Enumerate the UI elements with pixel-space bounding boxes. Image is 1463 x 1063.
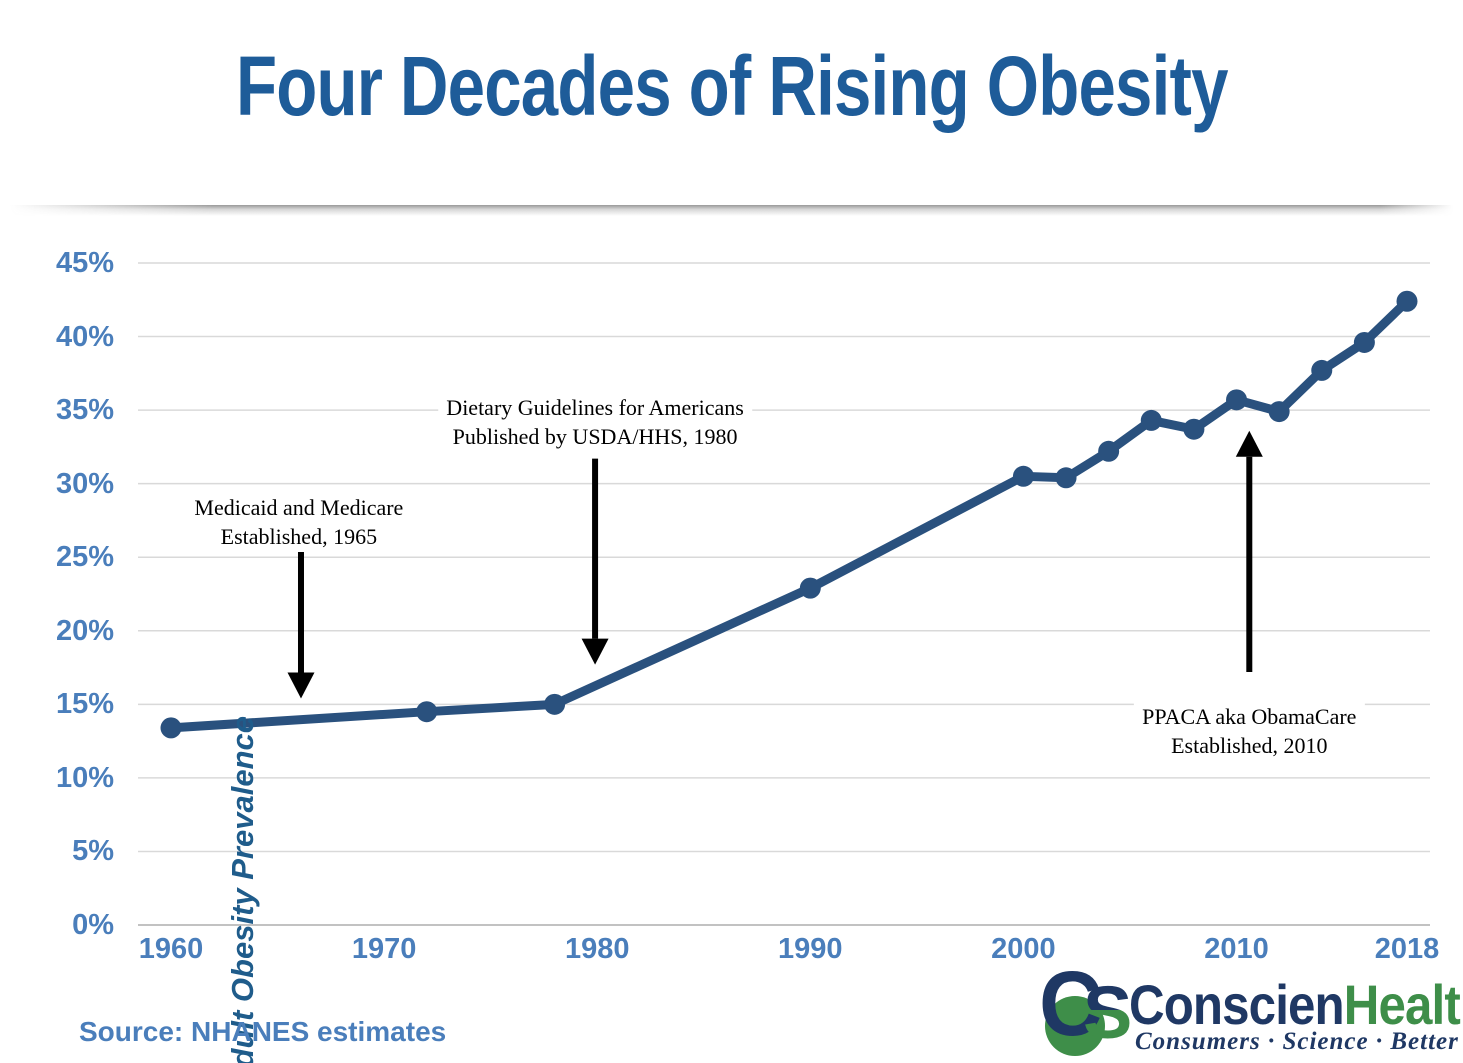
y-axis-title: U.S. Adult Obesity Prevalence [224,716,260,1063]
annotation-line: Medicaid and Medicare [194,494,404,520]
y-tick-label: 35% [55,394,114,427]
conscienhealth-wordmark: ConscienHealth™ [1129,972,1463,1037]
y-tick-label: 45% [55,247,114,279]
annotation-line: Dietary Guidelines for Americans [446,394,744,420]
wordmark-conscien: Conscien [1129,973,1345,1036]
x-tick-label: 2000 [991,933,1056,965]
y-tick-label: 5% [72,835,114,868]
y-tick-label: 40% [55,320,114,353]
title-divider-shadow [10,205,1453,216]
conscienhealth-logo: C S ConscienHealth™ Consumers · Science … [1039,958,1463,1060]
x-tick-label: 2010 [1204,933,1269,965]
x-tick-label: 1980 [564,933,630,965]
source-note: Source: NHANES estimates [79,1016,447,1047]
x-tick-label: 2018 [1374,933,1440,965]
wordmark-health: Health [1343,973,1463,1036]
y-tick-label: 25% [55,541,114,574]
annotation-line: Established, 2010 [1171,732,1328,758]
y-tick-label: 10% [55,761,114,794]
logo-s-glyph: S [1083,971,1133,1054]
logo-c-glyph: C [1039,953,1103,1055]
conscienhealth-logo-mark: C S [1039,958,1135,1060]
page-title: Four Decades of Rising Obesity [0,38,1463,135]
x-tick-label: 1990 [778,933,843,965]
x-tick-label: 1970 [351,933,417,965]
annotation-arrows [287,430,1263,699]
y-tick-label: 20% [55,614,114,647]
annotation-ppaca-obamacare: PPACA aka ObamaCare Established, 2010 [1134,700,1365,761]
x-tick-label: 1960 [138,933,204,965]
annotation-line: PPACA aka ObamaCare [1142,703,1357,729]
gridlines [138,262,1430,926]
obesity-trend-line [160,290,1418,739]
page-title-text: Four Decades of Rising Obesity [235,39,1228,133]
annotation-line: Established, 1965 [220,523,378,549]
annotation-medicaid-medicare: Medicaid and Medicare Established, 1965 [186,491,412,552]
annotation-line: Published by USDA/HHS, 1980 [452,423,738,449]
logo-tagline: Consumers · Science · Better Health [1135,1028,1463,1055]
y-tick-label: 15% [55,688,114,721]
logo-green-disc [1045,996,1105,1056]
y-tick-label: 0% [72,909,114,941]
annotation-dietary-guidelines: Dietary Guidelines for Americans Publish… [438,391,752,452]
y-tick-label: 30% [55,467,114,500]
